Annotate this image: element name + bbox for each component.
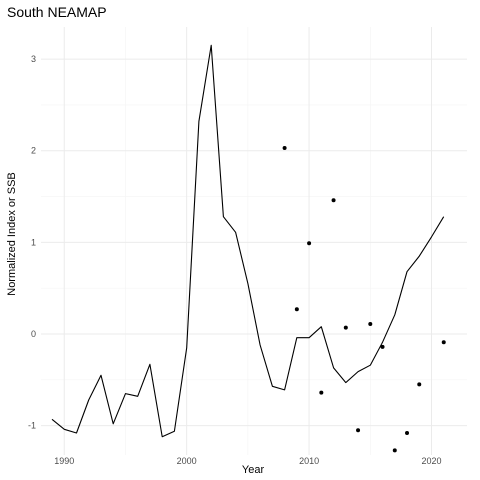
x-axis-label: Year	[242, 464, 265, 476]
y-tick-label: 3	[31, 54, 36, 64]
data-point	[417, 382, 422, 387]
y-tick-label: -1	[28, 421, 36, 431]
data-point	[441, 340, 446, 345]
data-point	[294, 307, 299, 312]
data-point	[368, 321, 373, 326]
y-tick-label: 2	[31, 146, 36, 156]
x-tick-label: 2010	[299, 456, 319, 466]
y-tick-label: 1	[31, 237, 36, 247]
minor-gridlines	[41, 27, 467, 455]
index-line	[51, 44, 445, 438]
y-axis-label: Normalized Index or SSB	[6, 172, 18, 296]
data-point	[343, 325, 348, 330]
chart-title: South NEAMAP	[7, 4, 107, 20]
data-point	[380, 344, 385, 349]
data-point	[319, 390, 324, 395]
data-point	[282, 145, 287, 150]
y-tick-label: 0	[31, 329, 36, 339]
y-axis-ticks: -1 0 1 2 3	[28, 54, 36, 431]
data-point	[356, 428, 361, 433]
x-tick-label: 2020	[421, 456, 441, 466]
x-axis-ticks: 1990 2000 2010 2020	[54, 456, 441, 466]
data-point	[307, 241, 312, 246]
data-point	[392, 448, 397, 453]
data-point	[405, 431, 410, 436]
major-gridlines	[41, 27, 467, 455]
data-point	[331, 198, 336, 203]
x-tick-label: 2000	[177, 456, 197, 466]
x-tick-label: 1990	[54, 456, 74, 466]
data-layer	[51, 44, 446, 453]
